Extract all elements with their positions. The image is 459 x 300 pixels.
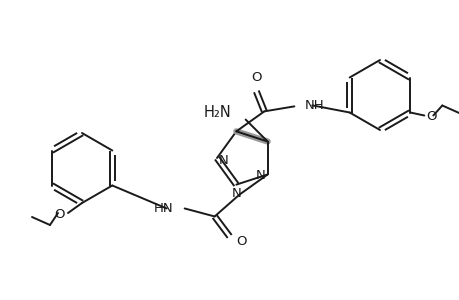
Text: H₂N: H₂N xyxy=(203,105,231,120)
Text: HN: HN xyxy=(154,202,174,215)
Text: O: O xyxy=(251,71,261,84)
Text: O: O xyxy=(236,235,246,248)
Text: O: O xyxy=(55,208,65,221)
Text: N: N xyxy=(231,187,241,200)
Text: N: N xyxy=(218,154,229,166)
Text: NH: NH xyxy=(304,99,323,112)
Text: N: N xyxy=(255,169,265,182)
Text: O: O xyxy=(425,110,436,123)
